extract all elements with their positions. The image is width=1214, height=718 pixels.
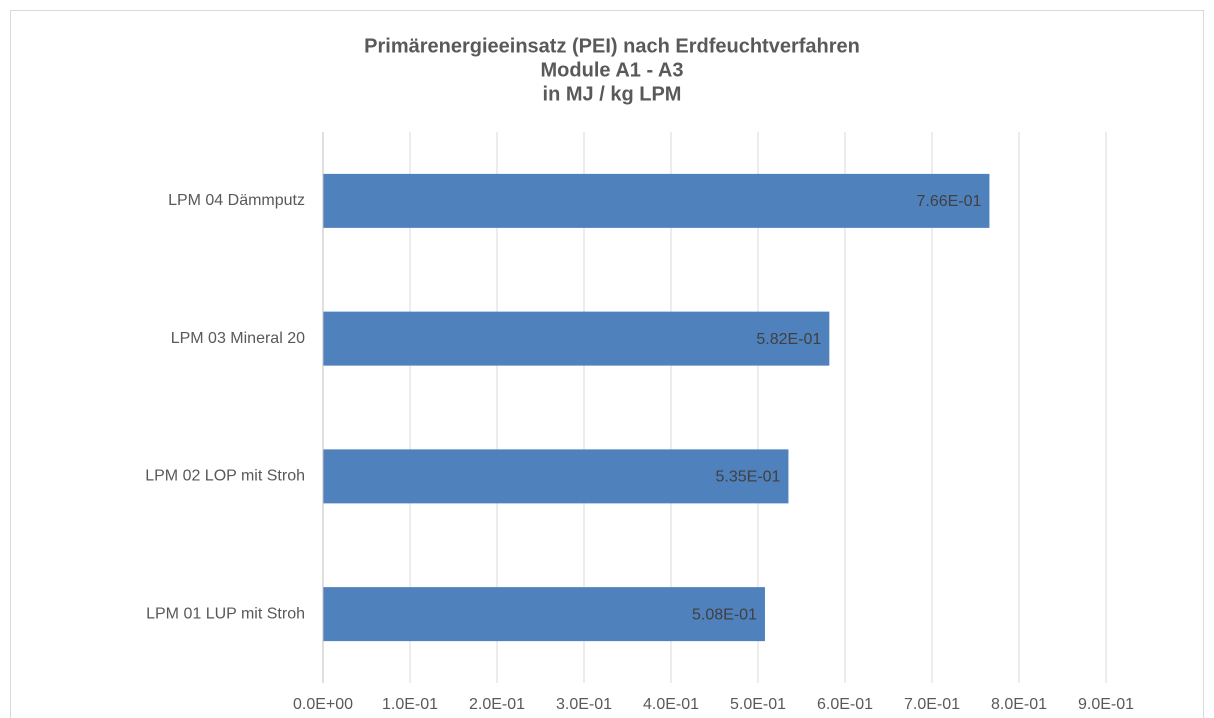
chart-title: Primärenergieeinsatz (PEI) nach Erdfeuch… xyxy=(364,35,860,57)
bar xyxy=(323,587,765,642)
data-label: 7.66E-01 xyxy=(916,193,981,210)
chart-title: Module A1 - A3 xyxy=(541,59,684,81)
x-tick-label: 6.0E-01 xyxy=(817,696,873,713)
data-label: 5.82E-01 xyxy=(756,331,821,348)
x-tick-label: 1.0E-01 xyxy=(382,696,438,713)
x-tick-label: 0.0E+00 xyxy=(293,696,353,713)
y-tick-label: LPM 04 Dämmputz xyxy=(168,192,305,209)
x-tick-label: 5.0E-01 xyxy=(730,696,786,713)
bar xyxy=(323,311,830,366)
y-tick-label: LPM 02 LOP mit Stroh xyxy=(145,468,305,485)
chart-frame xyxy=(10,10,1204,718)
x-tick-label: 8.0E-01 xyxy=(991,696,1047,713)
x-tick-label: 7.0E-01 xyxy=(904,696,960,713)
x-tick-label: 4.0E-01 xyxy=(643,696,699,713)
y-tick-label: LPM 01 LUP mit Stroh xyxy=(146,605,305,622)
bar xyxy=(323,449,789,504)
chart-title: in MJ / kg LPM xyxy=(543,83,682,105)
x-tick-label: 3.0E-01 xyxy=(556,696,612,713)
bar xyxy=(323,173,990,228)
x-tick-label: 2.0E-01 xyxy=(469,696,525,713)
data-label: 5.08E-01 xyxy=(692,606,757,623)
y-tick-label: LPM 03 Mineral 20 xyxy=(171,330,305,347)
data-label: 5.35E-01 xyxy=(716,469,781,486)
x-tick-label: 9.0E-01 xyxy=(1078,696,1134,713)
